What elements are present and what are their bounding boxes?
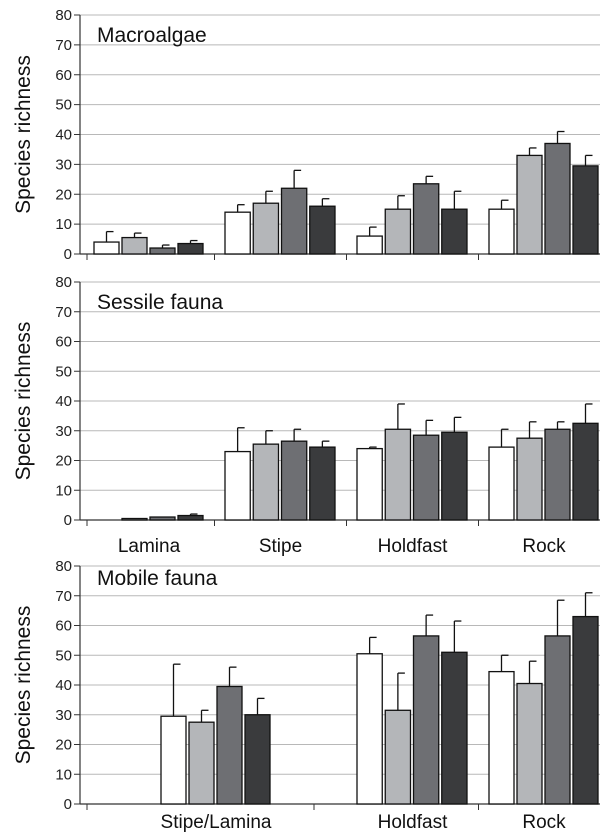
y-tick-label: 10	[55, 216, 72, 233]
bar	[572, 615, 599, 805]
panel-1: 0 10 20 30 40 50 60 70 80 Lamina Stipe Holdfast Rock…	[12, 274, 600, 557]
bar	[280, 187, 308, 255]
y-tick-label: 80	[55, 274, 72, 291]
y-tick-label: 80	[55, 558, 72, 575]
bar	[216, 685, 243, 805]
y-tick-label: 0	[64, 246, 72, 263]
bar	[488, 208, 515, 255]
y-tick-label: 50	[55, 363, 72, 380]
bar	[224, 450, 251, 521]
bar	[224, 211, 251, 255]
bar	[412, 183, 440, 255]
bar	[384, 709, 412, 805]
bar	[309, 446, 336, 521]
bar	[149, 516, 176, 521]
bar	[121, 517, 148, 521]
panel-title: Mobile fauna	[97, 567, 218, 590]
category-label: Rock	[522, 812, 566, 833]
panel-0: 0 10 20 30 40 50 60 70 80 Macroalgae Species richn…	[12, 7, 600, 263]
bar	[252, 202, 280, 255]
panel-title: Sessile fauna	[97, 291, 223, 314]
bar	[516, 154, 543, 255]
y-axis-label: Species richness	[12, 322, 35, 481]
y-axis-label: Species richness	[12, 55, 35, 214]
bar	[252, 443, 280, 521]
y-tick-label: 20	[55, 737, 72, 754]
category-label: Lamina	[118, 536, 181, 557]
bar	[280, 440, 308, 521]
bar	[244, 714, 271, 805]
y-axis-label: Species richness	[12, 606, 35, 765]
y-tick-label: 50	[55, 647, 72, 664]
y-tick-label: 70	[55, 37, 72, 54]
y-tick-label: 0	[64, 796, 72, 813]
category-label: Holdfast	[378, 812, 448, 833]
bar	[516, 437, 543, 521]
y-tick-label: 0	[64, 512, 72, 529]
panel-title: Macroalgae	[97, 24, 207, 47]
bar	[149, 247, 176, 255]
y-tick-label: 10	[55, 482, 72, 499]
bar	[309, 205, 336, 255]
bar	[356, 235, 383, 255]
bar	[572, 422, 599, 521]
panel-2: 0 10 20 30 40 50 60 70 80 Stipe/Lamina Holdfast Roc…	[12, 558, 600, 833]
bar	[412, 635, 440, 805]
y-tick-label: 30	[55, 707, 72, 724]
bar	[488, 670, 515, 805]
bar	[121, 236, 148, 255]
bar	[441, 431, 468, 521]
bar	[177, 242, 204, 255]
y-tick-label: 60	[55, 67, 72, 84]
bar	[177, 514, 204, 521]
category-label: Stipe	[259, 536, 302, 557]
category-label: Stipe/Lamina	[161, 812, 272, 833]
y-tick-label: 10	[55, 766, 72, 783]
bar	[544, 428, 571, 521]
bar	[356, 447, 383, 521]
y-tick-label: 20	[55, 186, 72, 203]
y-tick-label: 60	[55, 334, 72, 351]
bar	[516, 682, 543, 805]
y-tick-label: 60	[55, 618, 72, 635]
y-tick-label: 70	[55, 588, 72, 605]
bar	[412, 434, 440, 521]
y-tick-label: 40	[55, 677, 72, 694]
bar	[544, 142, 571, 255]
y-tick-label: 40	[55, 393, 72, 410]
y-tick-label: 30	[55, 156, 72, 173]
bar	[384, 208, 412, 255]
bar	[93, 241, 120, 255]
category-label: Rock	[522, 536, 566, 557]
bar	[188, 721, 215, 805]
y-tick-label: 30	[55, 423, 72, 440]
y-tick-label: 80	[55, 7, 72, 24]
category-label: Holdfast	[378, 536, 448, 557]
y-tick-label: 40	[55, 127, 72, 144]
bar	[441, 208, 468, 255]
bar	[544, 635, 571, 805]
bar	[356, 653, 383, 805]
bar	[160, 715, 187, 805]
y-tick-label: 70	[55, 304, 72, 321]
bar	[572, 165, 599, 255]
bar	[384, 428, 412, 521]
y-tick-label: 20	[55, 453, 72, 470]
bar	[441, 651, 468, 805]
y-tick-label: 50	[55, 97, 72, 114]
bar	[488, 446, 515, 521]
